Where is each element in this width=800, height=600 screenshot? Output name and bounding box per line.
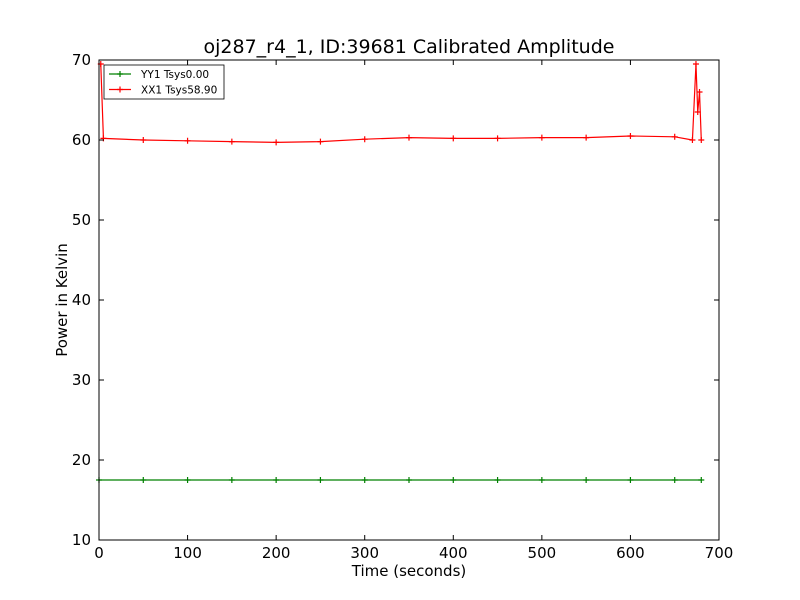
series-2-point — [494, 135, 501, 142]
series-1-point — [317, 477, 324, 483]
axes-background — [99, 60, 719, 540]
series-2-point — [228, 138, 235, 145]
series-1-point — [361, 477, 368, 483]
series-2-point — [689, 137, 696, 143]
series-1-point — [583, 477, 590, 483]
series-2-point — [538, 134, 545, 141]
y-tick-label: 70 — [72, 51, 91, 69]
series-2-point — [140, 137, 147, 143]
legend-marker — [117, 71, 123, 77]
series-2-point — [696, 89, 703, 95]
series-2-point — [692, 61, 699, 67]
series-1-point — [494, 477, 501, 483]
legend-label: XX1 Tsys58.90 — [141, 85, 217, 97]
x-tick-label: 100 — [173, 544, 202, 562]
series-2-point — [184, 137, 191, 144]
series-2-point — [583, 134, 590, 141]
x-tick-label: 600 — [616, 544, 645, 562]
ticks-layer: 0 100 200 300 400 500 600 700 10 20 30 40 50 60 70 — [72, 51, 733, 562]
series-1-point — [627, 477, 634, 483]
y-tick-label: 60 — [72, 131, 91, 149]
legend-marker — [117, 86, 123, 93]
chart-title: oj287_r4_1, ID:39681 Calibrated Amplitud… — [204, 36, 615, 58]
y-axis-label: Power in Kelvin — [53, 243, 71, 357]
y-tick-label: 50 — [72, 211, 91, 229]
series-2-point — [698, 137, 705, 143]
series-1-point — [273, 477, 280, 483]
series-1-point — [671, 477, 678, 483]
y-tick-label: 30 — [72, 371, 91, 389]
x-tick-label: 500 — [528, 544, 557, 562]
legend-label: YY1 Tsys0.00 — [140, 69, 209, 81]
series-2-point — [627, 133, 634, 139]
legend-box — [103, 64, 225, 100]
y-tick-label: 10 — [72, 531, 91, 549]
series-1-point — [698, 477, 705, 483]
series-2-point — [694, 109, 701, 115]
legend: YY1 Tsys0.00 XX1 Tsys58.90 — [103, 64, 225, 100]
y-tick-label: 20 — [72, 451, 91, 469]
series-2-point — [671, 133, 678, 140]
series-2-point — [406, 134, 412, 141]
series-1-point — [538, 477, 545, 483]
x-tick-label: 400 — [439, 544, 468, 562]
series-1-point — [450, 477, 457, 483]
series-line-2 — [100, 63, 702, 144]
series-2-point — [361, 136, 368, 143]
plot-area: 0 100 200 300 400 500 600 700 10 20 30 40 50 60 70 — [72, 51, 733, 562]
x-tick-label: 300 — [350, 544, 379, 562]
series-2-point — [450, 135, 457, 142]
x-axis-label: Time (seconds) — [351, 562, 467, 580]
series-2-point — [273, 139, 280, 146]
series-1-point — [184, 477, 191, 483]
y-tick-label: 40 — [72, 291, 91, 309]
series-2-point — [317, 138, 324, 145]
series-1-point — [140, 477, 147, 483]
x-tick-label: 700 — [705, 544, 734, 562]
series-1-point — [228, 477, 235, 483]
x-tick-label: 0 — [94, 544, 104, 562]
series-1-point — [406, 477, 412, 483]
x-tick-label: 200 — [262, 544, 291, 562]
